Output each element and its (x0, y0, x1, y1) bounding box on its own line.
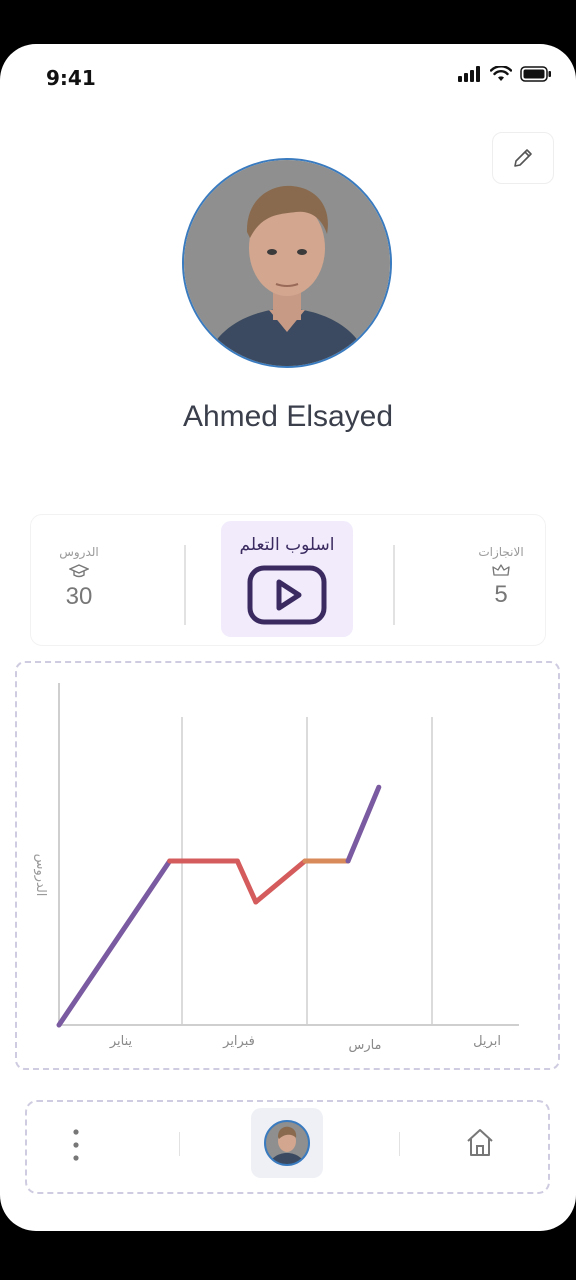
series-segment-4 (253, 858, 308, 905)
edit-profile-button[interactable] (492, 132, 554, 184)
signal-icon (458, 66, 480, 82)
tick-label-2: مارس (348, 1038, 381, 1053)
nav-profile-button[interactable] (251, 1108, 323, 1178)
graduation-cap-icon (68, 564, 90, 578)
nav-divider-right (399, 1132, 400, 1156)
status-icons (458, 66, 552, 82)
profile-name: Ahmed Elsayed (182, 400, 394, 433)
phone-screen: 9:41 (0, 44, 576, 1231)
lessons-chart: الدروس يناير فبراير مارس ابريل (15, 661, 560, 1070)
series-segment-6 (345, 784, 382, 864)
series-segment-3 (234, 858, 259, 905)
nav-divider-left (179, 1132, 180, 1156)
tick-label-0: يناير (109, 1034, 133, 1049)
divider-left (184, 545, 186, 625)
nav-avatar (264, 1120, 310, 1166)
profile-avatar (182, 158, 392, 368)
crown-icon (492, 564, 510, 576)
battery-icon (520, 66, 551, 82)
stat-lessons[interactable]: الدروس 30 (59, 545, 99, 611)
stat-lessons-label: الدروس (59, 545, 99, 559)
stat-lessons-value: 30 (65, 583, 93, 610)
learning-style-button[interactable]: اسلوب التعلم (221, 521, 353, 637)
chart-y-label: الدروس (33, 854, 48, 897)
stat-achievements-value: 5 (494, 581, 508, 608)
home-icon[interactable] (463, 1126, 497, 1160)
pencil-icon (514, 149, 532, 167)
play-video-icon (247, 565, 327, 625)
more-icon[interactable] (71, 1128, 81, 1162)
stat-achievements-label: الانجازات (478, 545, 524, 559)
learning-style-label: اسلوب التعلم (239, 535, 335, 555)
wifi-icon (490, 66, 512, 81)
stat-achievements[interactable]: الانجازات 5 (471, 545, 531, 609)
status-time: 9:41 (46, 66, 96, 90)
series-segment-0 (56, 858, 173, 1028)
tick-label-1: فبراير (222, 1034, 255, 1049)
tick-label-3: ابريل (473, 1034, 501, 1049)
avatar-portrait (184, 160, 390, 366)
bottom-nav (25, 1100, 550, 1194)
stats-card: الدروس 30 اسلوب التعلم الانجازات 5 (30, 514, 546, 646)
divider-right (393, 545, 395, 625)
chart-svg: الدروس يناير فبراير مارس ابريل (33, 683, 519, 1053)
